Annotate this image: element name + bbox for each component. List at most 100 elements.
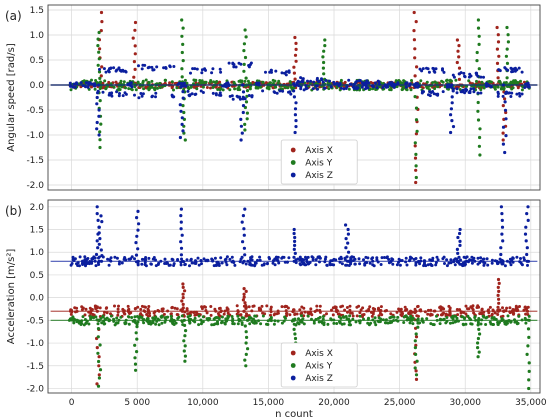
data-point [366,321,370,325]
data-point [81,315,85,319]
data-point [388,88,392,92]
data-point [209,305,213,308]
data-point [526,85,530,89]
spike-point [242,42,246,46]
data-point [511,256,515,260]
data-point [324,79,328,82]
data-point [403,305,407,309]
data-point [261,314,265,318]
data-point [405,308,409,311]
data-point [379,305,383,309]
data-point [143,305,146,309]
spike-point [178,103,182,107]
spike-point [241,214,245,218]
data-point [419,256,423,260]
data-point [249,84,253,88]
data-point [470,261,474,265]
spike-point [504,91,508,95]
data-point [356,86,360,90]
spike-point [95,102,99,106]
data-point [196,256,200,260]
data-point [253,261,257,265]
spike-point [476,341,480,345]
data-point [520,70,524,74]
data-point [173,81,177,85]
data-point [472,311,476,315]
spike-point [134,253,139,257]
spike-point [98,47,102,51]
spike-point [414,164,418,168]
y-tick-label: 0.5 [30,271,44,281]
data-point [452,75,456,79]
data-point [233,263,237,267]
spike-point [97,359,101,364]
spike-point [97,376,101,380]
spike-point [294,125,298,129]
data-point [400,314,404,318]
spike-point [505,47,509,51]
spike-point [100,65,104,69]
data-point [226,311,230,315]
x-tick-label: 20,000 [318,398,350,408]
data-point [508,306,512,310]
data-point [328,261,332,265]
data-point [71,255,75,259]
data-point [93,87,97,91]
data-point [269,313,272,317]
data-point [285,305,289,308]
data-point [130,85,134,89]
spike-point [136,247,140,251]
data-point [188,321,192,325]
data-point [298,255,302,259]
spike-point [505,25,509,30]
spike-point [294,59,298,63]
data-point [479,256,483,260]
data-point [98,67,101,71]
data-point [431,323,435,326]
spike-point [503,108,508,112]
spike-point [97,57,101,61]
spike-point [496,76,500,80]
spike-point [244,330,248,334]
spike-point [525,252,529,257]
data-point [428,94,432,98]
data-point [104,86,108,90]
spike-point [346,227,350,232]
data-point [365,85,368,89]
data-point [201,315,205,319]
data-point [401,85,405,89]
data-point [311,256,315,260]
data-point [228,257,232,261]
data-point [197,323,201,327]
data-point [448,78,452,82]
data-point [432,69,436,73]
data-point [314,263,318,267]
data-point [280,71,284,75]
spike-point [293,332,297,336]
data-point [516,321,520,325]
data-point [136,305,140,309]
spike-point [179,109,183,113]
spike-point [497,301,501,305]
data-point [512,311,516,315]
data-point [169,314,173,318]
data-point [127,257,131,261]
spike-point [181,259,185,263]
data-point [482,86,486,90]
data-point [152,256,156,259]
data-point [189,71,192,75]
data-point [283,315,287,319]
data-point [147,305,151,308]
data-point [476,321,480,324]
spike-point [100,254,104,258]
data-point [202,257,206,261]
data-point [269,305,273,309]
data-point [107,69,110,73]
data-point [306,79,309,83]
data-point [75,81,78,85]
data-point [205,86,209,89]
data-point [190,92,194,96]
data-point [391,262,395,266]
data-point [277,261,281,265]
data-point [486,263,490,267]
